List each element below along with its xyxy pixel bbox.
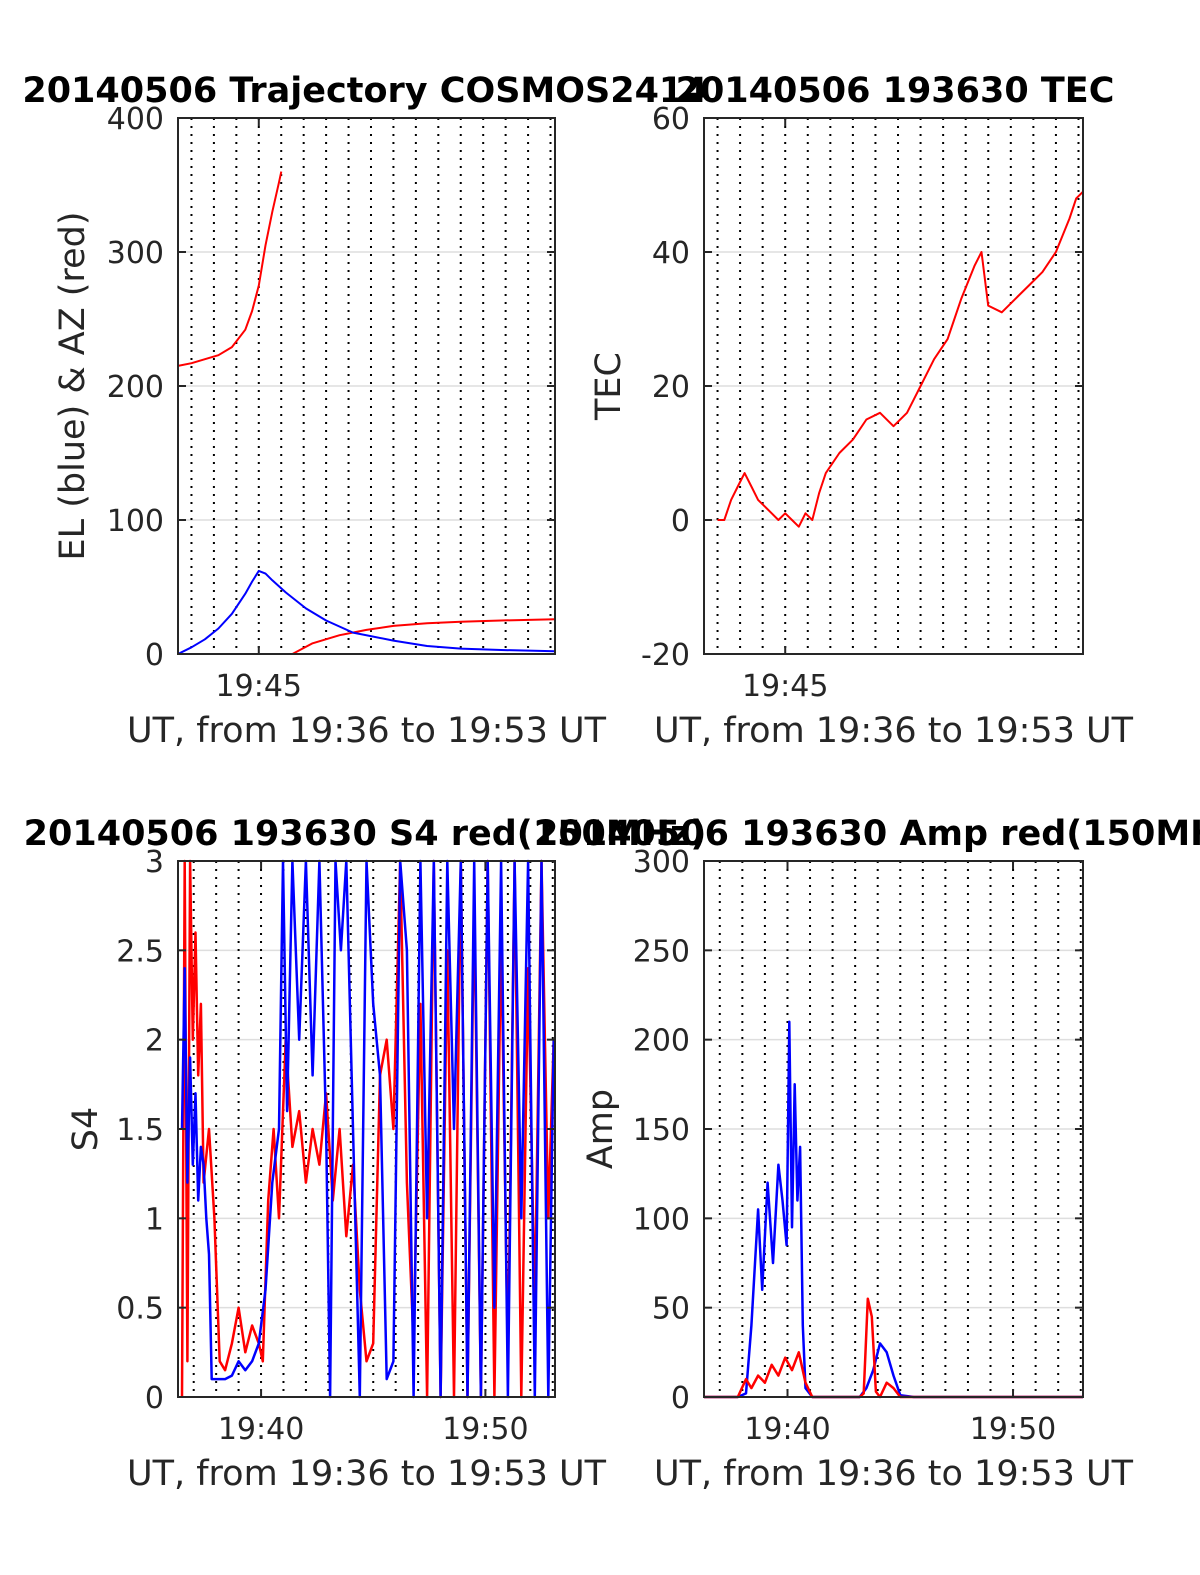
series-line-blue [180,859,555,1399]
y-tick-label: 0 [671,504,690,539]
y-tick-label: 40 [652,236,690,271]
chart-title: 20140506 193630 S4 red(150MHz) [24,814,707,854]
chart-title: 20140506 Trajectory COSMOS2414 [22,71,707,111]
y-tick-label: 50 [652,1292,690,1327]
x-axis-label: UT, from 19:36 to 19:53 UT [127,711,607,751]
y-tick-label: 100 [107,504,164,539]
chart-panel-3: 0 0.5 1 1.5 2 2.5 3 19:40 19:50 20140506 193630 S… [24,814,707,1494]
y-tick-label: 2 [145,1024,164,1059]
chart-panel-4: 0 50 100 150 200 250 300 19:40 19:50 20140506 193… [534,814,1200,1494]
x-tick-label: 19:45 [216,669,302,704]
x-axis-label: UT, from 19:36 to 19:53 UT [127,1454,607,1494]
y-tick-label: 0 [145,638,164,673]
y-tick-label: 400 [107,102,164,137]
series-line-red [704,1297,1083,1399]
y-axis-label: EL (blue) & AZ (red) [53,212,93,561]
x-axis-label: UT, from 19:36 to 19:53 UT [654,1454,1134,1494]
chart-title: 20140506 193630 TEC [676,71,1115,111]
y-tick-label: 200 [633,1024,690,1059]
y-tick-label: 250 [633,934,690,969]
x-tick-label: 19:50 [970,1412,1056,1447]
y-tick-label: 200 [107,370,164,405]
y-tick-label: 150 [633,1113,690,1148]
y-tick-label: 1 [145,1202,164,1237]
series-line-tec [717,190,1084,528]
chart-title: 20140506 193630 Amp red(150MHz) [534,814,1200,854]
x-tick-label: 19:50 [442,1412,528,1447]
y-tick-label: 3 [145,845,164,880]
y-tick-label: 60 [652,102,690,137]
x-tick-label: 19:45 [742,669,828,704]
series-line-el [177,569,556,655]
y-tick-label: 0 [145,1381,164,1416]
y-axis-label: TEC [589,352,629,421]
x-tick-label: 19:40 [744,1412,830,1447]
x-tick-label: 19:40 [218,1412,304,1447]
chart-panel-2: -20 0 20 40 60 19:45 20140506 193630 TEC UT, fr… [589,71,1134,751]
y-tick-label: 100 [633,1202,690,1237]
y-tick-label: 1.5 [116,1113,164,1148]
series-line-az [177,171,556,655]
y-tick-label: -20 [641,638,690,673]
x-axis-label: UT, from 19:36 to 19:53 UT [654,711,1134,751]
y-tick-label: 300 [107,236,164,271]
series-line-blue [704,1020,1083,1399]
y-axis-label: Amp [581,1089,621,1169]
y-tick-label: 20 [652,370,690,405]
y-tick-label: 2.5 [116,934,164,969]
y-tick-label: 0.5 [116,1292,164,1327]
y-axis-label: S4 [66,1107,106,1152]
y-tick-label: 0 [671,1381,690,1416]
y-tick-label: 300 [633,845,690,880]
